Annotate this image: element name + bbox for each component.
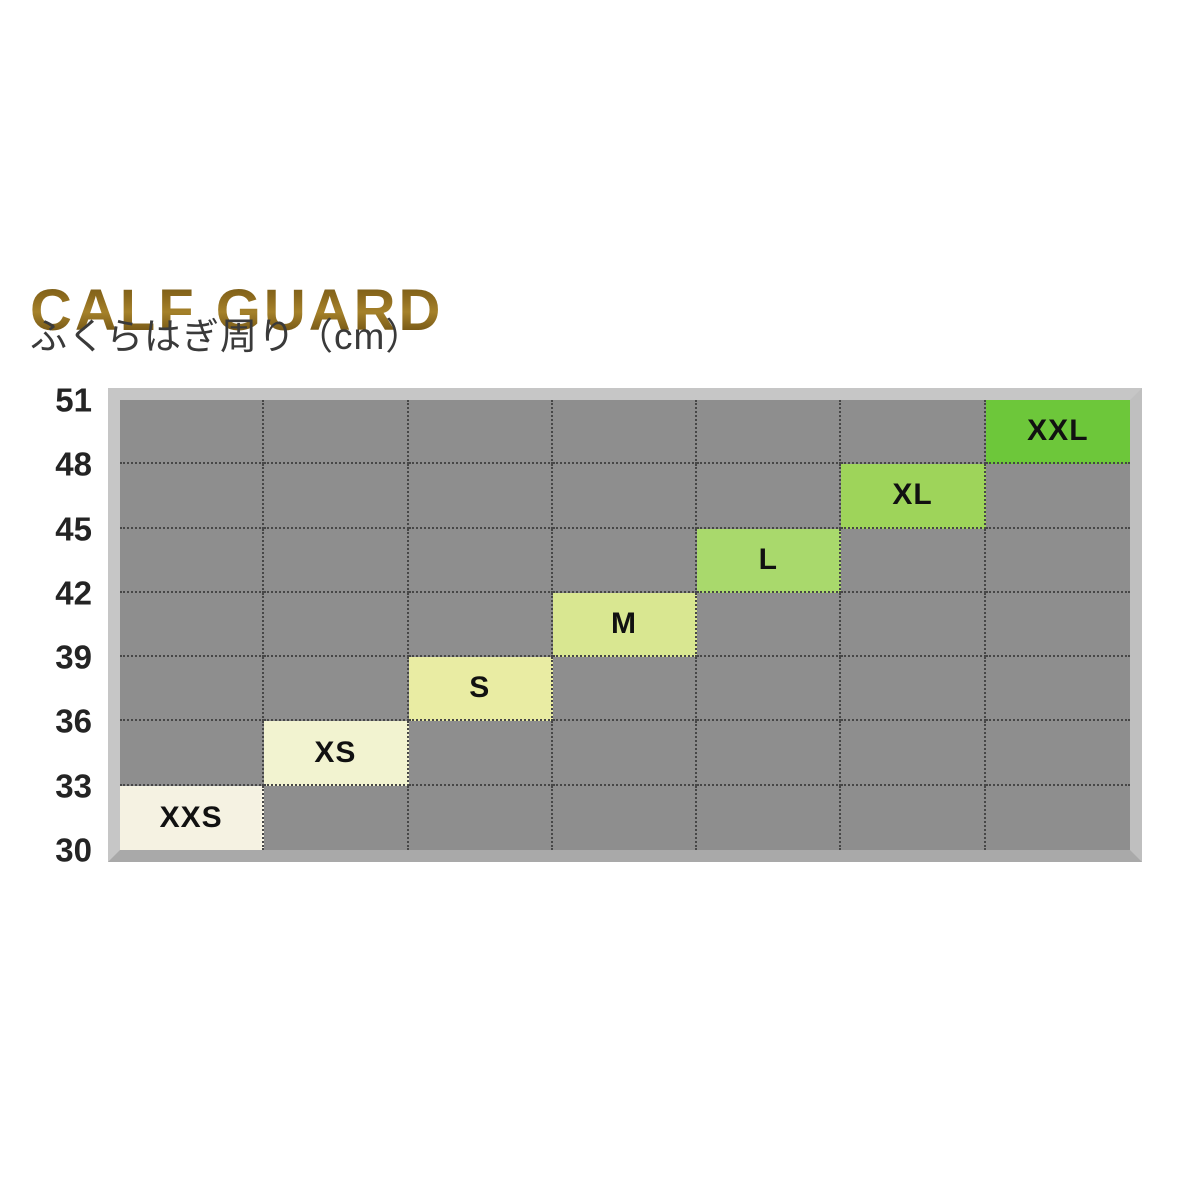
grid-cell [553, 785, 698, 850]
grid-cell [985, 529, 1130, 593]
grid-cell [841, 721, 986, 786]
grid-cell [985, 721, 1130, 786]
size-cell-xl: XL [841, 464, 986, 529]
y-axis-tick: 39 [55, 638, 92, 676]
grid-cell [697, 785, 842, 850]
grid-cell [985, 464, 1130, 529]
grid-cell [120, 657, 265, 722]
grid-cell [552, 464, 698, 529]
size-cell-s: S [408, 657, 553, 722]
y-axis-tick: 51 [55, 381, 92, 419]
y-axis-tick: 45 [55, 510, 92, 548]
grid-cell [264, 785, 409, 850]
size-cell-label: M [610, 606, 637, 640]
grid-cell [264, 657, 409, 722]
grid-cell [697, 721, 842, 786]
grid-cell [985, 593, 1130, 658]
grid-cell [120, 721, 265, 786]
grid-cell [408, 464, 553, 529]
size-cell-label: XL [892, 478, 933, 512]
grid-cell [986, 786, 1130, 850]
size-cell-m: M [552, 592, 698, 658]
grid-cell [552, 657, 698, 722]
grid-cell [409, 785, 553, 850]
y-axis-tick: 36 [55, 702, 92, 740]
y-axis-tick: 42 [55, 574, 92, 612]
grid-cell [408, 400, 553, 465]
size-cell-xs: XS [264, 721, 409, 786]
grid-cell [264, 592, 409, 658]
chart-subtitle-calf-circumference: ふくらはぎ周り（cm） [30, 316, 424, 357]
grid-cell [841, 528, 986, 593]
grid-cell [264, 400, 409, 465]
grid-cell [408, 721, 553, 786]
grid-cell [264, 528, 409, 593]
chart-frame: XXL XL L M S XS XXS [108, 388, 1142, 862]
size-cell-label: S [469, 671, 491, 705]
grid-cell [841, 785, 986, 850]
grid-cell [552, 528, 698, 593]
grid-cell [841, 400, 986, 465]
size-cell-xxs: XXS [120, 785, 265, 850]
grid-cell [264, 464, 409, 529]
y-axis: 51 48 45 42 39 36 33 30 [28, 384, 92, 867]
grid-cell [552, 400, 698, 465]
grid-cell [841, 592, 986, 658]
size-cell-label: L [758, 542, 778, 576]
grid-cell [697, 657, 842, 722]
size-grid: XXL XL L M S XS XXS [120, 400, 1130, 850]
size-cell-xxl: XXL [985, 400, 1130, 465]
size-cell-label: XS [314, 735, 357, 769]
size-cell-label: XXL [1027, 414, 1089, 448]
y-axis-tick: 30 [55, 831, 92, 869]
grid-cell [120, 528, 265, 593]
grid-cell [408, 592, 553, 658]
size-cell-l: L [697, 528, 842, 593]
y-axis-tick: 48 [55, 445, 92, 483]
grid-cell [120, 464, 265, 529]
grid-cell [120, 592, 265, 658]
grid-cell [697, 464, 842, 529]
grid-cell [552, 721, 698, 786]
grid-cell [408, 528, 553, 593]
page-title: CALF GUARD [30, 277, 444, 343]
y-axis-tick: 33 [55, 767, 92, 805]
grid-cell [841, 657, 986, 722]
grid-cell [697, 592, 842, 658]
grid-cell [120, 400, 265, 465]
grid-cell [985, 657, 1130, 722]
grid-cell [697, 400, 842, 465]
size-cell-label: XXS [159, 800, 223, 834]
